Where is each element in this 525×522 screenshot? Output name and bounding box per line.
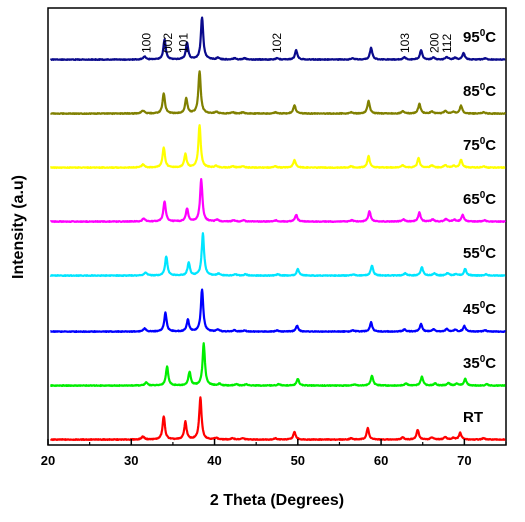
- series-line-95: [49, 16, 506, 61]
- series-line-75: [49, 124, 506, 169]
- series-label-55: 550C: [463, 244, 496, 262]
- peak-label-100: 100: [139, 33, 153, 53]
- series-line-35: [49, 342, 506, 387]
- series-label-layer: RT 350C 450C 550C 650C 750C 850C 950C: [463, 28, 496, 426]
- x-tick-label: 50: [291, 453, 305, 468]
- x-tick-label: 60: [374, 453, 388, 468]
- x-tick-label: 20: [41, 453, 55, 468]
- series-line-rt: [49, 396, 506, 441]
- series-line-55: [49, 232, 506, 277]
- series-label-85: 850C: [463, 82, 496, 100]
- series-layer: [49, 16, 507, 441]
- x-tick-label: 40: [207, 453, 221, 468]
- y-axis-title: Intensity (a.u): [10, 175, 27, 279]
- series-line-45: [49, 288, 506, 333]
- peak-label-101: 101: [177, 33, 191, 53]
- plot-frame: [47, 7, 507, 446]
- series-label-75: 750C: [463, 136, 496, 154]
- series-label-65: 650C: [463, 190, 496, 208]
- series-line-65: [49, 178, 507, 223]
- plot-area: [47, 7, 507, 446]
- peak-label-102: 102: [270, 33, 284, 53]
- x-axis-title: 2 Theta (Degrees): [210, 492, 344, 509]
- series-label-rt: RT: [463, 409, 483, 426]
- x-axis: 20 30 40 50 60 70: [41, 439, 507, 468]
- peak-label-200: 200: [427, 33, 441, 53]
- series-label-35: 350C: [463, 354, 496, 372]
- series-line-85: [49, 70, 507, 115]
- peak-label-112: 112: [440, 34, 454, 53]
- x-tick-label: 30: [124, 453, 138, 468]
- series-label-95: 950C: [463, 28, 496, 46]
- series-label-45: 450C: [463, 300, 496, 318]
- peak-label-002: 002: [161, 33, 175, 53]
- x-tick-label: 70: [457, 453, 471, 468]
- peak-label-103: 103: [398, 33, 412, 53]
